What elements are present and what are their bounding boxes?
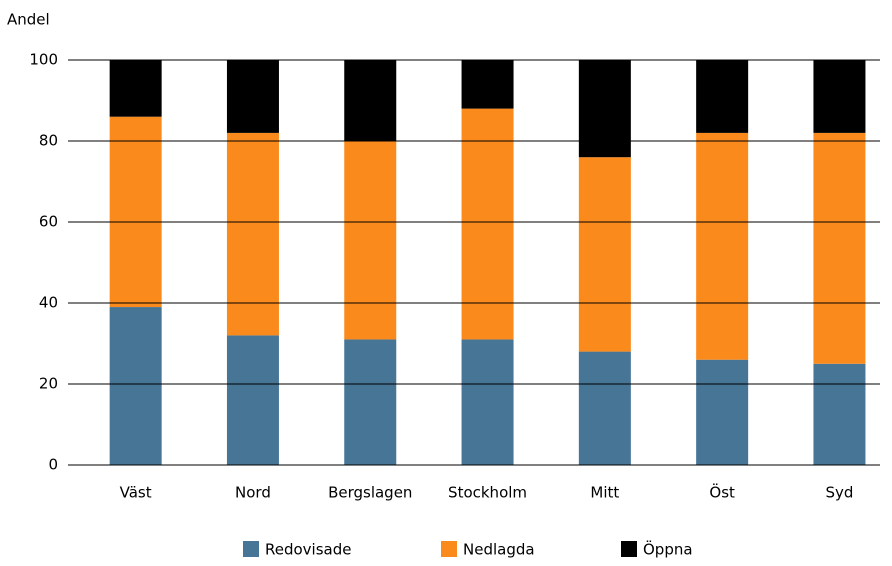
x-tick-label: Stockholm bbox=[448, 484, 527, 502]
legend-label: Redovisade bbox=[265, 541, 351, 559]
bar-segment bbox=[109, 116, 162, 308]
y-tick-label: 60 bbox=[39, 213, 58, 231]
bar-segment bbox=[226, 335, 279, 465]
x-tick-label: Syd bbox=[825, 484, 853, 502]
y-tick-label: 0 bbox=[48, 456, 58, 474]
bar-segment bbox=[461, 339, 514, 465]
bar-segment bbox=[344, 141, 397, 340]
x-tick-label: Väst bbox=[120, 484, 152, 502]
x-tick-label: Nord bbox=[235, 484, 271, 502]
bar-segment bbox=[578, 157, 631, 352]
y-tick-label: 40 bbox=[39, 294, 58, 312]
bar-segment bbox=[696, 132, 749, 360]
x-tick-label: Öst bbox=[709, 483, 735, 502]
bar-segment bbox=[109, 307, 162, 465]
bar-segment bbox=[696, 60, 749, 133]
bar-segment bbox=[461, 60, 514, 109]
bar-segment bbox=[109, 60, 162, 117]
bar-segment bbox=[344, 60, 397, 141]
bar-segment bbox=[813, 60, 866, 133]
legend-swatch bbox=[621, 541, 637, 557]
bar-segment bbox=[226, 60, 279, 133]
bar-segment bbox=[344, 339, 397, 465]
legend-label: Öppna bbox=[643, 540, 693, 559]
bar-segment bbox=[226, 132, 279, 336]
bar-segment bbox=[813, 132, 866, 364]
legend-swatch bbox=[243, 541, 259, 557]
y-axis-label: Andel bbox=[7, 11, 50, 29]
y-tick-label: 20 bbox=[39, 375, 58, 393]
legend-label: Nedlagda bbox=[463, 541, 535, 559]
bar-segment bbox=[461, 108, 514, 340]
x-tick-label: Bergslagen bbox=[328, 484, 412, 502]
x-tick-label: Mitt bbox=[590, 484, 619, 502]
y-tick-label: 100 bbox=[29, 51, 58, 69]
bar-segment bbox=[578, 60, 631, 158]
bar-segment bbox=[696, 359, 749, 465]
y-tick-label: 80 bbox=[39, 132, 58, 150]
bar-segment bbox=[578, 351, 631, 465]
bar-segment bbox=[813, 363, 866, 465]
legend-swatch bbox=[441, 541, 457, 557]
